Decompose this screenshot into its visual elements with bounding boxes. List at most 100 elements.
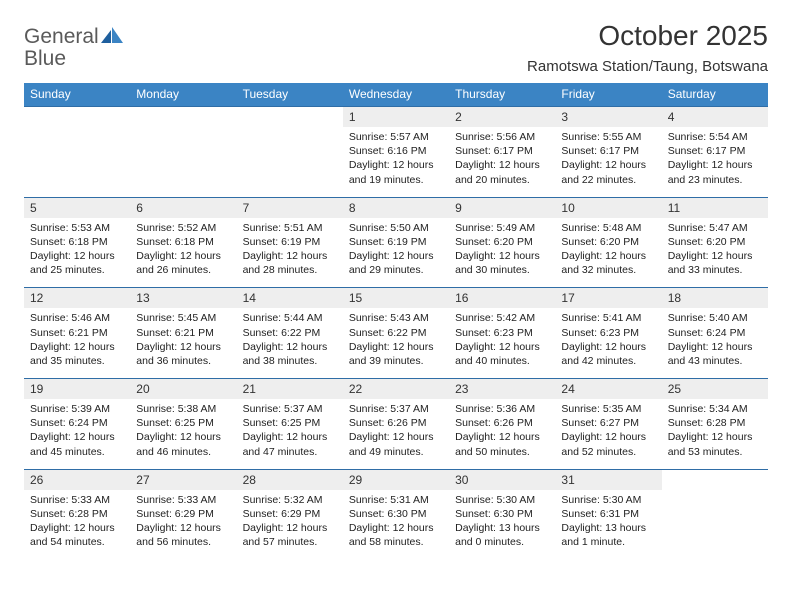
day-details-cell: Sunrise: 5:33 AMSunset: 6:28 PMDaylight:… (24, 490, 130, 560)
day-header: Friday (555, 83, 661, 107)
day-details-cell: Sunrise: 5:34 AMSunset: 6:28 PMDaylight:… (662, 399, 768, 469)
header-row: General Blue October 2025 Ramotswa Stati… (24, 20, 768, 81)
day-number-cell: 27 (130, 469, 236, 490)
week-daytext-row: Sunrise: 5:46 AMSunset: 6:21 PMDaylight:… (24, 308, 768, 378)
week-daytext-row: Sunrise: 5:53 AMSunset: 6:18 PMDaylight:… (24, 218, 768, 288)
day-details-cell: Sunrise: 5:45 AMSunset: 6:21 PMDaylight:… (130, 308, 236, 378)
day-number-cell: 16 (449, 288, 555, 309)
brand-word1: General (24, 25, 99, 48)
week-daynum-row: 262728293031 (24, 469, 768, 490)
day-details-cell: Sunrise: 5:38 AMSunset: 6:25 PMDaylight:… (130, 399, 236, 469)
brand-text: General Blue (24, 26, 125, 70)
day-number-cell: 29 (343, 469, 449, 490)
day-number-cell: 24 (555, 379, 661, 400)
day-number-cell (24, 107, 130, 128)
location-text: Ramotswa Station/Taung, Botswana (527, 58, 768, 75)
day-details-cell: Sunrise: 5:37 AMSunset: 6:25 PMDaylight:… (237, 399, 343, 469)
day-details-cell: Sunrise: 5:47 AMSunset: 6:20 PMDaylight:… (662, 218, 768, 288)
day-details-cell: Sunrise: 5:49 AMSunset: 6:20 PMDaylight:… (449, 218, 555, 288)
week-daytext-row: Sunrise: 5:39 AMSunset: 6:24 PMDaylight:… (24, 399, 768, 469)
day-number-cell: 17 (555, 288, 661, 309)
day-details-cell: Sunrise: 5:36 AMSunset: 6:26 PMDaylight:… (449, 399, 555, 469)
day-number-cell: 23 (449, 379, 555, 400)
day-header: Monday (130, 83, 236, 107)
day-number-cell: 1 (343, 107, 449, 128)
day-details-cell: Sunrise: 5:43 AMSunset: 6:22 PMDaylight:… (343, 308, 449, 378)
sail-icon (101, 30, 125, 47)
day-details-cell: Sunrise: 5:46 AMSunset: 6:21 PMDaylight:… (24, 308, 130, 378)
day-number-cell: 5 (24, 197, 130, 218)
day-number-cell: 30 (449, 469, 555, 490)
day-number-cell: 12 (24, 288, 130, 309)
day-number-cell: 9 (449, 197, 555, 218)
day-number-cell (237, 107, 343, 128)
day-number-cell: 10 (555, 197, 661, 218)
day-number-cell: 14 (237, 288, 343, 309)
day-number-cell: 15 (343, 288, 449, 309)
day-details-cell: Sunrise: 5:41 AMSunset: 6:23 PMDaylight:… (555, 308, 661, 378)
day-number-cell (130, 107, 236, 128)
brand-word2: Blue (24, 47, 66, 70)
day-details-cell: Sunrise: 5:51 AMSunset: 6:19 PMDaylight:… (237, 218, 343, 288)
day-details-cell: Sunrise: 5:56 AMSunset: 6:17 PMDaylight:… (449, 127, 555, 197)
day-number-cell: 13 (130, 288, 236, 309)
day-number-cell: 4 (662, 107, 768, 128)
day-number-cell: 3 (555, 107, 661, 128)
day-details-cell: Sunrise: 5:30 AMSunset: 6:31 PMDaylight:… (555, 490, 661, 560)
brand-logo: General Blue (24, 20, 125, 70)
day-details-cell: Sunrise: 5:33 AMSunset: 6:29 PMDaylight:… (130, 490, 236, 560)
day-details-cell (130, 127, 236, 197)
day-details-cell: Sunrise: 5:54 AMSunset: 6:17 PMDaylight:… (662, 127, 768, 197)
week-daynum-row: 12131415161718 (24, 288, 768, 309)
day-header: Tuesday (237, 83, 343, 107)
day-details-cell: Sunrise: 5:37 AMSunset: 6:26 PMDaylight:… (343, 399, 449, 469)
day-header: Saturday (662, 83, 768, 107)
day-number-cell: 20 (130, 379, 236, 400)
day-details-cell: Sunrise: 5:35 AMSunset: 6:27 PMDaylight:… (555, 399, 661, 469)
calendar-header-row: SundayMondayTuesdayWednesdayThursdayFrid… (24, 83, 768, 107)
day-details-cell: Sunrise: 5:30 AMSunset: 6:30 PMDaylight:… (449, 490, 555, 560)
day-header: Wednesday (343, 83, 449, 107)
title-block: October 2025 Ramotswa Station/Taung, Bot… (527, 20, 768, 81)
day-details-cell: Sunrise: 5:39 AMSunset: 6:24 PMDaylight:… (24, 399, 130, 469)
calendar-table: SundayMondayTuesdayWednesdayThursdayFrid… (24, 83, 768, 560)
day-details-cell: Sunrise: 5:52 AMSunset: 6:18 PMDaylight:… (130, 218, 236, 288)
calendar-body: 1234Sunrise: 5:57 AMSunset: 6:16 PMDayli… (24, 107, 768, 560)
day-number-cell (662, 469, 768, 490)
week-daynum-row: 1234 (24, 107, 768, 128)
week-daynum-row: 19202122232425 (24, 379, 768, 400)
day-number-cell: 11 (662, 197, 768, 218)
day-details-cell (662, 490, 768, 560)
month-title: October 2025 (527, 20, 768, 52)
day-details-cell: Sunrise: 5:57 AMSunset: 6:16 PMDaylight:… (343, 127, 449, 197)
day-number-cell: 21 (237, 379, 343, 400)
day-details-cell: Sunrise: 5:55 AMSunset: 6:17 PMDaylight:… (555, 127, 661, 197)
day-details-cell: Sunrise: 5:32 AMSunset: 6:29 PMDaylight:… (237, 490, 343, 560)
day-number-cell: 2 (449, 107, 555, 128)
day-number-cell: 26 (24, 469, 130, 490)
day-details-cell: Sunrise: 5:48 AMSunset: 6:20 PMDaylight:… (555, 218, 661, 288)
day-number-cell: 25 (662, 379, 768, 400)
day-number-cell: 31 (555, 469, 661, 490)
day-number-cell: 7 (237, 197, 343, 218)
day-details-cell: Sunrise: 5:44 AMSunset: 6:22 PMDaylight:… (237, 308, 343, 378)
calendar-page: General Blue October 2025 Ramotswa Stati… (0, 0, 792, 570)
day-number-cell: 28 (237, 469, 343, 490)
day-number-cell: 8 (343, 197, 449, 218)
day-number-cell: 18 (662, 288, 768, 309)
day-details-cell (237, 127, 343, 197)
day-details-cell: Sunrise: 5:31 AMSunset: 6:30 PMDaylight:… (343, 490, 449, 560)
week-daytext-row: Sunrise: 5:57 AMSunset: 6:16 PMDaylight:… (24, 127, 768, 197)
week-daynum-row: 567891011 (24, 197, 768, 218)
day-details-cell: Sunrise: 5:53 AMSunset: 6:18 PMDaylight:… (24, 218, 130, 288)
day-details-cell (24, 127, 130, 197)
day-number-cell: 22 (343, 379, 449, 400)
week-daytext-row: Sunrise: 5:33 AMSunset: 6:28 PMDaylight:… (24, 490, 768, 560)
day-details-cell: Sunrise: 5:40 AMSunset: 6:24 PMDaylight:… (662, 308, 768, 378)
day-number-cell: 6 (130, 197, 236, 218)
day-header: Thursday (449, 83, 555, 107)
day-header: Sunday (24, 83, 130, 107)
day-details-cell: Sunrise: 5:42 AMSunset: 6:23 PMDaylight:… (449, 308, 555, 378)
day-number-cell: 19 (24, 379, 130, 400)
day-details-cell: Sunrise: 5:50 AMSunset: 6:19 PMDaylight:… (343, 218, 449, 288)
